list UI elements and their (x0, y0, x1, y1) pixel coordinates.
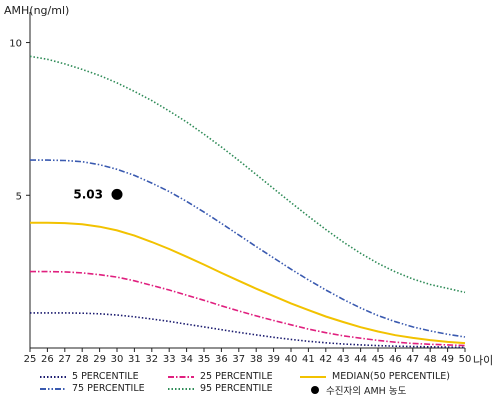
axes: 5 10 25 26 27 28 29 30 31 32 33 34 35 36 37 38 39 40 41 42 4… (9, 12, 471, 365)
x-tick-label: 26 (41, 354, 54, 365)
patient-marker-layer: 5.03 (73, 187, 123, 201)
series-line-2 (30, 221, 466, 345)
x-tick-label: 44 (354, 354, 367, 365)
x-tick-label: 37 (232, 354, 245, 365)
x-tick-label: 49 (441, 354, 454, 365)
x-tick-label: 39 (267, 354, 280, 365)
x-tick-label: 34 (180, 354, 193, 365)
x-tick-label: 43 (337, 354, 350, 365)
x-tick-label: 48 (424, 354, 437, 365)
x-tick-label: 33 (163, 354, 176, 365)
x-tick-label: 42 (319, 354, 332, 365)
x-tick-label: 45 (372, 354, 385, 365)
x-tick-label: 32 (145, 354, 158, 365)
x-tick-label: 38 (250, 354, 263, 365)
x-tick-label: 29 (93, 354, 106, 365)
x-tick-label: 31 (128, 354, 141, 365)
x-tick-label: 50 (459, 354, 472, 365)
x-tick-label: 47 (406, 354, 419, 365)
x-tick-label: 41 (302, 354, 315, 365)
series-line-3 (30, 159, 466, 338)
series-layer (29, 55, 466, 349)
x-tick-label: 30 (111, 354, 124, 365)
series-line-1 (30, 270, 466, 347)
series-line-4 (29, 55, 466, 294)
x-tick-label: 27 (58, 354, 71, 365)
x-axis-title: 나이 (473, 354, 493, 367)
x-tick-label: 28 (76, 354, 89, 365)
x-tick-label: 35 (198, 354, 211, 365)
y-tick-label: 5 (16, 191, 22, 202)
x-tick-label: 36 (215, 354, 228, 365)
x-tick-label: 25 (24, 354, 37, 365)
series-line-0 (30, 312, 466, 349)
patient-marker (111, 188, 123, 200)
y-axis-title: AMH(ng/ml) (4, 4, 69, 17)
x-tick-label: 46 (389, 354, 402, 365)
y-tick-label: 10 (9, 39, 22, 50)
x-tick-label: 40 (285, 354, 298, 365)
patient-value-label: 5.03 (73, 187, 103, 201)
